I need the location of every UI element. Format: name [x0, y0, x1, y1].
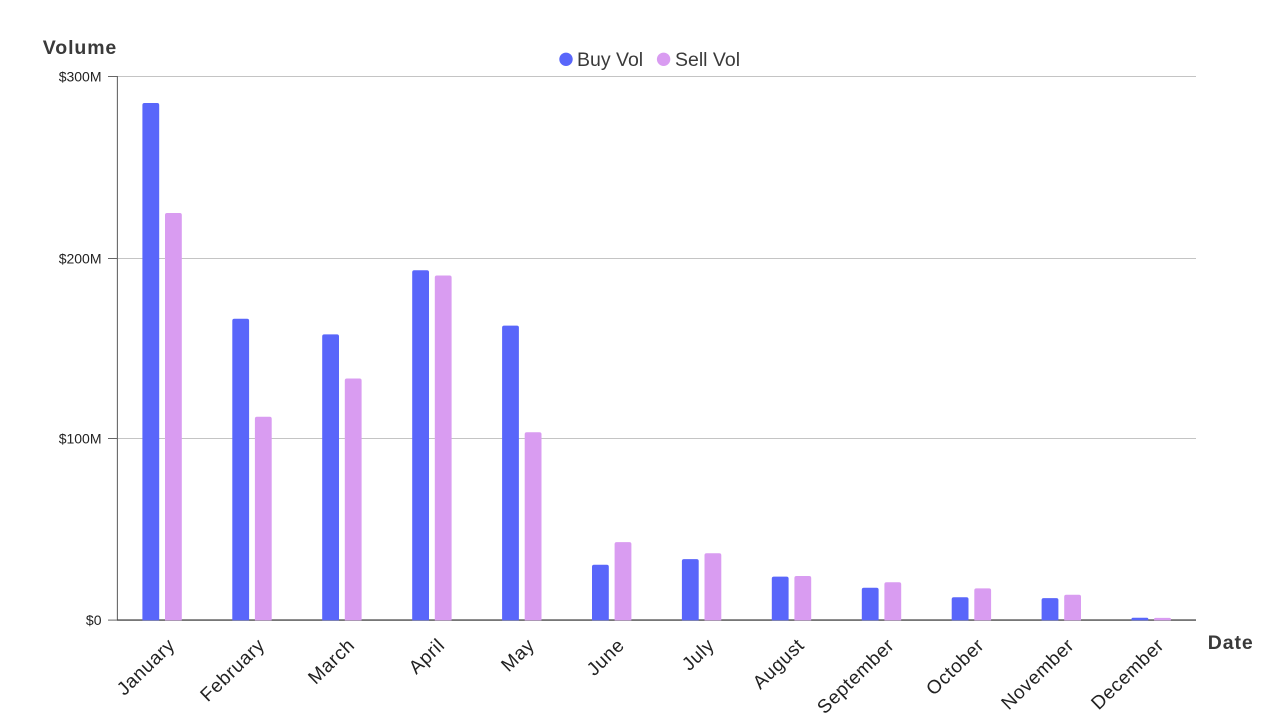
svg-text:Date: Date	[1208, 632, 1254, 654]
svg-text:Sell Vol: Sell Vol	[675, 49, 740, 71]
svg-text:$0: $0	[86, 612, 102, 628]
svg-text:Volume: Volume	[43, 37, 117, 59]
svg-text:$300M: $300M	[59, 69, 102, 85]
svg-text:$100M: $100M	[59, 431, 102, 447]
svg-text:$200M: $200M	[59, 251, 102, 267]
svg-text:Buy Vol: Buy Vol	[577, 49, 643, 71]
